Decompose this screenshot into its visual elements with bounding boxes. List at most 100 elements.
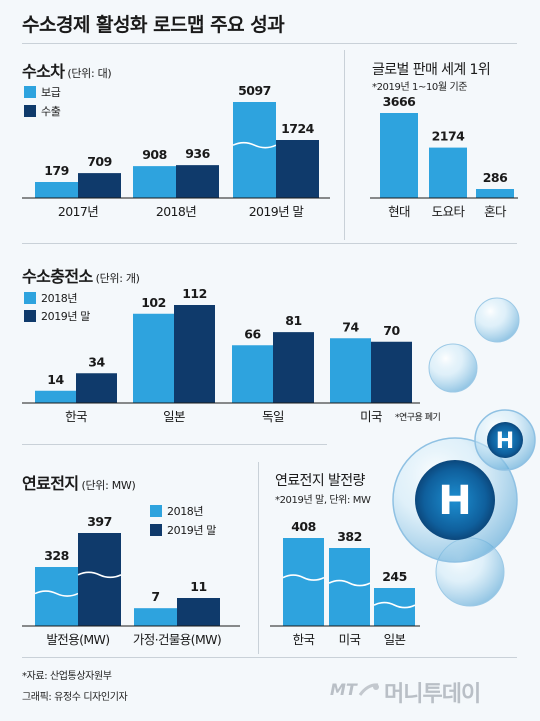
station-bar-3-1-value-label: 70 xyxy=(383,323,400,338)
divider-bottom xyxy=(22,657,517,658)
car-bar-1-0 xyxy=(133,166,176,198)
axis-break-mark xyxy=(232,141,277,149)
source-note: *자료: 산업통상자원부 xyxy=(22,671,112,682)
car-bar-0-0-value-label: 179 xyxy=(44,163,69,178)
car-bar-2-1-value-label: 1724 xyxy=(281,121,315,136)
fuel-bar-1-1 xyxy=(177,598,220,626)
car-bar-1-1-value-label: 936 xyxy=(185,146,210,161)
fuel-bar-0-1 xyxy=(78,533,121,626)
rank-bar-2-value-label: 286 xyxy=(483,170,508,185)
station-bar-1-1 xyxy=(174,305,215,403)
car-category-label-2: 2019년 말 xyxy=(249,204,305,219)
gen-title: 연료전지 발전량 xyxy=(275,473,365,489)
fuel-legend-2018: 2018년 xyxy=(150,503,204,519)
legend-swatch-light xyxy=(150,505,162,517)
station-bar-1-1-value-label: 112 xyxy=(182,286,207,301)
station-bar-2-0 xyxy=(232,345,273,403)
station-bar-0-1-value-label: 34 xyxy=(88,354,105,369)
divider-mid-2 xyxy=(22,444,327,445)
gen-note: *2019년 말, 단위: MW xyxy=(275,495,371,506)
rank-bar-2 xyxy=(476,189,514,198)
gen-category-label-1: 미국 xyxy=(339,632,361,647)
station-bar-2-0-value-label: 66 xyxy=(244,326,261,341)
fuel-bar-1-0 xyxy=(134,608,177,626)
rank-note: *2019년 1~10월 기준 xyxy=(372,82,468,93)
rank-bar-0 xyxy=(380,113,418,198)
divider-vertical-2 xyxy=(258,462,259,654)
station-legend-2018: 2018년 xyxy=(24,290,78,306)
car-bar-0-1 xyxy=(78,173,121,198)
car-title-text: 수소차 xyxy=(22,62,65,81)
station-bar-3-1 xyxy=(371,341,412,403)
car-bar-1-0-value-label: 908 xyxy=(142,147,167,162)
fuel-bar-0-0 xyxy=(35,567,78,626)
axis-break-mark xyxy=(34,590,79,597)
large-h-core xyxy=(415,460,495,540)
gen-bar-1 xyxy=(329,548,370,626)
legend-swatch-dark xyxy=(24,310,36,322)
station-bar-1-0 xyxy=(133,313,174,403)
gen-bar-0-value-label: 408 xyxy=(291,519,316,534)
station-title-text: 수소충전소 xyxy=(22,267,93,286)
legend-swatch-light xyxy=(24,86,36,98)
station-category-label-1: 일본 xyxy=(163,409,185,424)
page-title: 수소경제 활성화 로드맵 주요 성과 xyxy=(22,14,285,36)
large-h-letter: H xyxy=(438,478,471,524)
gen-category-label-2: 일본 xyxy=(384,632,406,647)
legend-swatch-dark xyxy=(24,105,36,117)
car-bar-1-1 xyxy=(176,165,219,198)
car-legend-supply-label: 보급 xyxy=(41,86,61,99)
station-category-label-3: 미국 xyxy=(360,409,382,424)
fuel-legend-2019-label: 2019년 말 xyxy=(167,524,216,537)
fuel-bar-0-0-value-label: 328 xyxy=(44,548,69,563)
legend-swatch-light xyxy=(24,292,36,304)
station-bar-2-1 xyxy=(273,332,314,403)
fuel-bar-1-1-value-label: 11 xyxy=(190,579,206,594)
gen-category-label-0: 한국 xyxy=(293,632,315,647)
rank-bar-1-value-label: 2174 xyxy=(432,129,466,144)
station-bar-2-1-value-label: 81 xyxy=(285,313,301,328)
rank-category-label-2: 혼다 xyxy=(484,204,507,219)
fuel-category-label-1: 가정·건물용(MW) xyxy=(133,632,221,647)
station-bar-1-0-value-label: 102 xyxy=(141,295,166,310)
fuel-section-title: 연료전지 (단위: MW) xyxy=(22,470,136,494)
rank-bar-1 xyxy=(429,147,467,198)
credit-note: 그래픽: 유정수 디자인기자 xyxy=(22,692,128,703)
legend-swatch-dark xyxy=(150,524,162,536)
brand-swoosh-icon xyxy=(358,682,380,698)
fuel-bar-0-1-value-label: 397 xyxy=(87,514,112,529)
rank-category-label-1: 도요타 xyxy=(432,204,466,219)
small-h-core xyxy=(487,422,523,458)
brand-mt: MT xyxy=(330,680,357,699)
small-bubble-top xyxy=(474,297,520,343)
station-bar-0-0-value-label: 14 xyxy=(47,372,64,387)
car-legend-supply: 보급 xyxy=(24,84,61,100)
fuel-category-label-0: 발전용(MW) xyxy=(46,632,109,647)
axis-break-mark xyxy=(373,601,416,609)
station-category-label-2: 독일 xyxy=(262,409,284,424)
divider-top xyxy=(22,43,517,44)
car-bar-2-0-value-label: 5097 xyxy=(238,83,271,98)
gen-bar-1-value-label: 382 xyxy=(337,529,362,544)
station-section-title: 수소충전소 (단위: 개) xyxy=(22,263,140,287)
rank-category-label-0: 현대 xyxy=(388,204,410,219)
station-footnote: *연구용 폐기 xyxy=(395,411,440,423)
gen-bar-2-value-label: 245 xyxy=(382,569,407,584)
car-bar-2-1 xyxy=(276,140,319,198)
small-bubble-mid xyxy=(428,343,478,393)
station-category-label-0: 한국 xyxy=(65,409,87,424)
station-bar-0-0 xyxy=(35,390,76,403)
rank-bar-0-value-label: 3666 xyxy=(383,94,417,109)
station-bar-3-0 xyxy=(330,338,371,403)
divider-mid-1 xyxy=(22,243,517,244)
brand-name: 머니투데이 xyxy=(384,682,481,707)
car-section-title: 수소차 (단위: 대) xyxy=(22,58,112,82)
station-bar-3-0-value-label: 74 xyxy=(342,319,359,334)
station-unit: (단위: 개) xyxy=(95,272,140,285)
station-legend-2018-label: 2018년 xyxy=(41,292,78,305)
axis-break-mark xyxy=(77,571,122,579)
car-category-label-1: 2018년 xyxy=(156,204,196,219)
station-legend-2019: 2019년 말 xyxy=(24,308,90,324)
axis-break-mark xyxy=(328,579,371,587)
fuel-legend-2018-label: 2018년 xyxy=(167,505,204,518)
